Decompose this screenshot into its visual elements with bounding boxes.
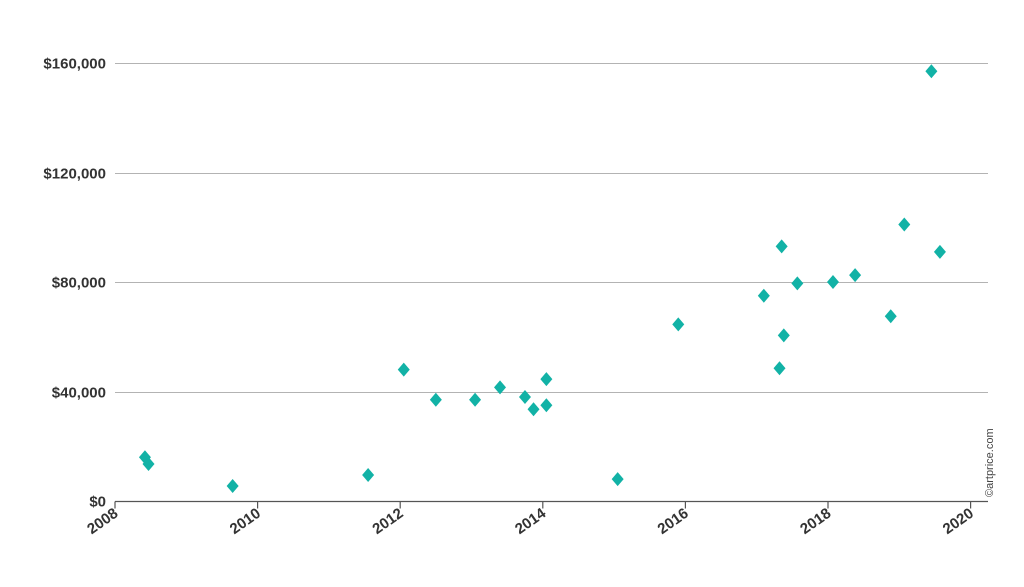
data-point-diamond (925, 64, 938, 79)
y-tick-label: $120,000 (43, 166, 106, 183)
x-tick-label: 2010 (227, 505, 264, 538)
x-tick-labels: 2008 2010 2012 2014 2016 2018 2020 (84, 504, 977, 537)
data-point-diamond (469, 392, 482, 407)
axes (114, 500, 988, 509)
y-tick-label: $80,000 (52, 275, 106, 292)
data-point-diamond (933, 244, 946, 259)
data-point-diamond (826, 275, 839, 289)
data-point-diamond (397, 362, 410, 377)
data-point-diamond (791, 276, 804, 291)
data-point-diamond (429, 392, 442, 407)
data-point-diamond (757, 288, 770, 303)
data-point-diamond (773, 361, 786, 376)
gridlines (115, 63, 988, 393)
y-tick-label: $0 (89, 494, 106, 511)
data-point-diamond (898, 217, 911, 232)
y-tick-labels: $0 $40,000 $80,000 $120,000 $160,000 (43, 56, 106, 511)
data-point-diamond (226, 478, 239, 493)
data-point-diamond (527, 402, 540, 417)
x-tick-label: 2018 (797, 505, 834, 538)
x-tick-label: 2014 (512, 504, 550, 537)
data-point-diamond (540, 372, 553, 387)
data-point-diamond (142, 457, 155, 472)
data-point-diamond (518, 389, 531, 404)
data-point-diamond (362, 467, 375, 482)
artprice-credit: ©artprice.com (984, 428, 996, 497)
x-tick-label: 2012 (369, 505, 406, 538)
data-point-diamond (672, 317, 685, 332)
data-point-diamond (777, 328, 790, 343)
data-point-diamond (775, 239, 788, 254)
x-tick-label: 2016 (655, 505, 692, 538)
data-point-diamond (849, 268, 862, 283)
x-tick-label: 2020 (940, 505, 977, 538)
data-points (138, 64, 946, 493)
data-point-diamond (884, 309, 897, 324)
data-point-diamond (494, 380, 507, 395)
data-point-diamond (611, 472, 624, 487)
y-tick-label: $40,000 (52, 385, 106, 402)
y-tick-label: $160,000 (43, 56, 106, 73)
data-point-diamond (540, 398, 553, 413)
